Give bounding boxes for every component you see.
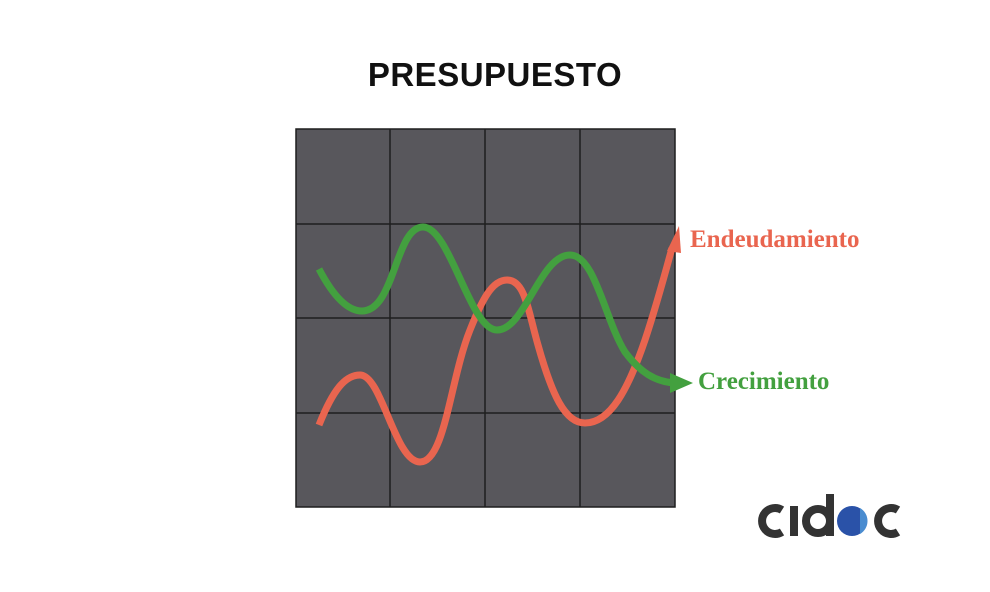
page-title: PRESUPUESTO [367, 56, 623, 93]
growth-label: Crecimiento [698, 368, 830, 395]
growth-arrow-head [670, 373, 693, 393]
debt-line [315, 247, 676, 466]
debt-arrow-head [667, 226, 681, 253]
debt-label: Endeudamiento [690, 226, 860, 253]
cidac-logo [758, 494, 901, 538]
growth-line [315, 223, 676, 387]
